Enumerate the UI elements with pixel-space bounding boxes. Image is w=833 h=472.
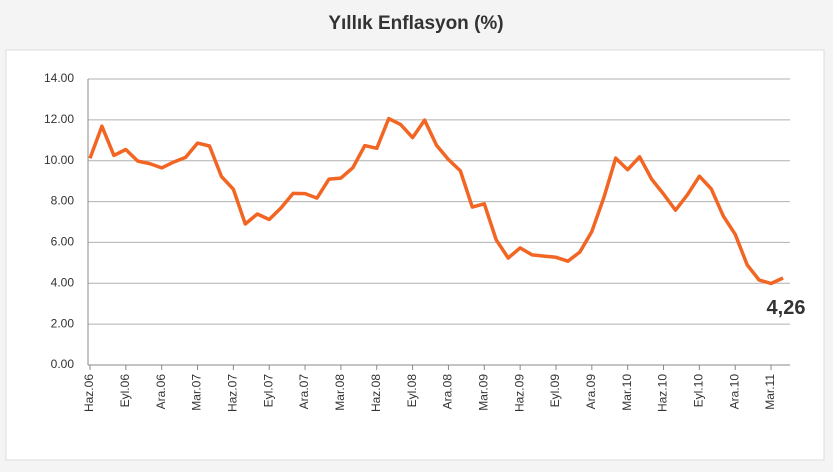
x-tick-label: Eyl.09 [548,374,562,408]
x-tick-label: Ara.08 [441,374,455,410]
y-tick-label: 10.00 [44,153,74,167]
x-tick-label: Haz.09 [512,374,526,412]
y-tick-label: 8.00 [51,194,75,208]
x-tick-label: Eyl.08 [405,374,419,408]
x-tick-label: Mar.08 [333,374,347,411]
x-tick-label: Eyl.06 [118,374,132,408]
x-tick-label: Mar.09 [476,374,490,411]
x-tick-label: Ara.07 [297,374,311,410]
y-tick-label: 2.00 [51,316,75,330]
x-tick-label: Mar.10 [620,374,634,411]
x-tick-label: Ara.10 [727,374,741,410]
x-tick-label: Haz.06 [82,374,96,412]
y-tick-label: 6.00 [51,235,75,249]
x-tick-label: Haz.07 [226,374,240,412]
line [88,116,784,286]
x-tick-label: Mar.07 [190,374,204,411]
chart-title: Yıllık Enflasyon (%) [328,13,503,34]
y-tick-label: 0.00 [51,357,75,371]
data-label: 4,26 [767,297,806,319]
x-tick-label: Haz.10 [656,374,670,412]
y-tick-label: 14.00 [44,71,74,85]
x-tick-label: Mar.11 [763,374,777,410]
x-tick-label: Ara.06 [154,374,168,410]
y-tick-label: 4.00 [51,275,75,289]
x-tick-label: Ara.09 [584,374,598,410]
x-tick-label: Eyl.07 [261,374,275,408]
x-tick-label: Haz.08 [369,374,383,412]
x-tick-label: Eyl.10 [692,374,706,408]
plot-panel [5,49,825,461]
y-tick-label: 12.00 [44,112,74,126]
